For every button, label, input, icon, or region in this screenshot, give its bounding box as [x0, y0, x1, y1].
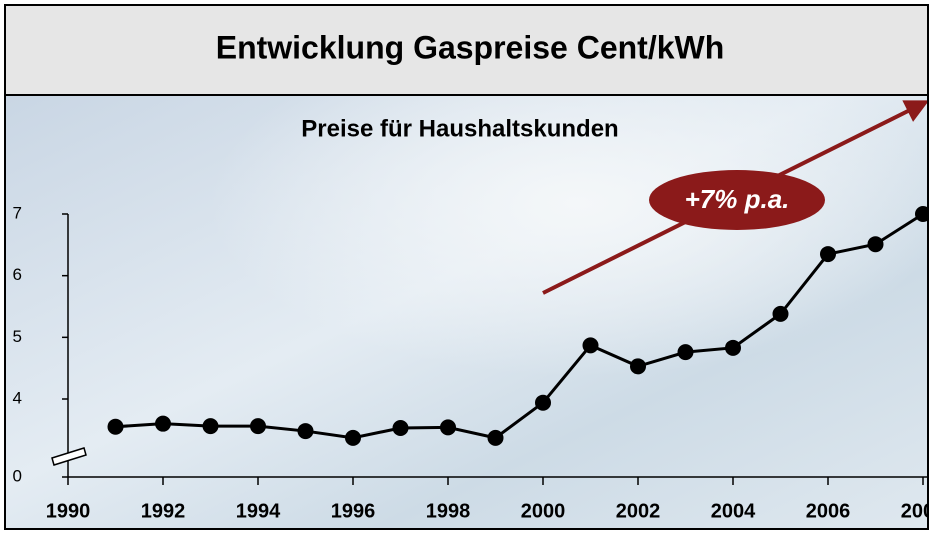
point	[155, 416, 171, 432]
point	[440, 419, 456, 435]
point	[393, 420, 409, 436]
x-tick-label: 1990	[46, 500, 91, 522]
page: Entwicklung Gaspreise Cent/kWh Preise fü…	[0, 0, 930, 539]
point	[583, 337, 599, 353]
point	[725, 340, 741, 356]
point	[535, 395, 551, 411]
x-tick-label: 1996	[331, 500, 376, 522]
y-tick-label: 7	[13, 203, 22, 222]
y-tick-label: 0	[13, 466, 22, 485]
point	[203, 418, 219, 434]
x-tick-label: 2004	[711, 500, 756, 522]
chart-title: Entwicklung Gaspreise Cent/kWh	[216, 29, 725, 65]
point	[678, 344, 694, 360]
chart: Entwicklung Gaspreise Cent/kWh Preise fü…	[0, 0, 930, 534]
point	[630, 358, 646, 374]
x-tick-label: 2000	[521, 500, 566, 522]
point	[250, 418, 266, 434]
y-tick-label: 6	[13, 265, 22, 284]
point	[108, 419, 124, 435]
point	[345, 430, 361, 446]
x-tick-label: 1994	[236, 500, 281, 522]
x-tick-label: 2006	[806, 500, 851, 522]
x-tick-label: 2002	[616, 500, 661, 522]
annotation: +7% p.a.	[685, 184, 790, 214]
point	[488, 430, 504, 446]
point	[868, 236, 884, 252]
point	[773, 306, 789, 322]
chart-subtitle: Preise für Haushaltskunden	[301, 115, 618, 142]
x-tick-label: 1998	[426, 500, 471, 522]
x-tick-label: 2008	[901, 500, 930, 522]
point	[298, 423, 314, 439]
point	[820, 246, 836, 262]
y-tick-label: 4	[13, 388, 22, 407]
background-glow	[5, 95, 928, 529]
x-tick-label: 1992	[141, 500, 186, 522]
y-tick-label: 5	[13, 327, 22, 346]
